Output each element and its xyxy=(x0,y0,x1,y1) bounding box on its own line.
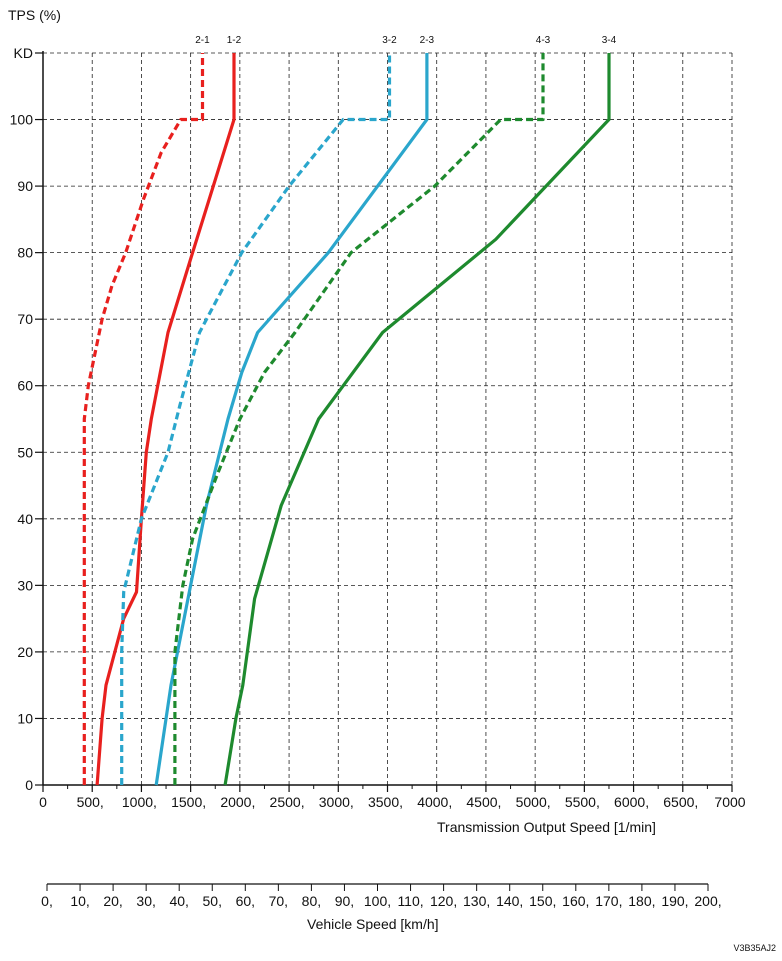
figure-code: V3B35AJ2 xyxy=(733,943,776,953)
series-line-4-3 xyxy=(173,53,545,785)
x-tick-label: 1500, xyxy=(171,794,206,810)
y-tick-label: 50 xyxy=(17,444,33,460)
x-tick-label: 5500, xyxy=(565,794,600,810)
vehicle-speed-axis-title: Vehicle Speed [km/h] xyxy=(307,916,439,932)
y-tick-label-kd: KD xyxy=(14,45,33,61)
vehicle-speed-tick-label: 120, xyxy=(430,893,457,909)
grid-layer xyxy=(43,52,733,785)
x-tick-label: 5000, xyxy=(516,794,551,810)
series-label-1-2: 1-2 xyxy=(227,35,242,46)
x-tick-label: 4000, xyxy=(417,794,452,810)
x-tick-label: 2500, xyxy=(270,794,305,810)
vehicle-speed-tick-label: 200, xyxy=(694,893,721,909)
vehicle-speed-tick-label: 110, xyxy=(397,893,423,909)
vehicle-speed-tick-label: 190, xyxy=(661,893,688,909)
y-tick-label: 70 xyxy=(17,311,33,327)
vehicle-speed-tick-label: 60, xyxy=(236,893,255,909)
series-line-3-4 xyxy=(223,53,611,786)
series-line-2-3 xyxy=(154,53,429,786)
y-tick-label: 100 xyxy=(10,112,34,128)
x-tick-label: 3000, xyxy=(319,794,354,810)
vehicle-speed-tick-label: 130, xyxy=(463,893,490,909)
vehicle-speed-tick-label: 170, xyxy=(595,893,622,909)
y-tick-label: 40 xyxy=(17,511,33,527)
label-layer: 2-1 1-2 3-2 2-3 4-3 3-4 V3B35AJ2 xyxy=(195,35,776,953)
series-label-3-4: 3-4 xyxy=(602,35,617,46)
x-tick-label: 500, xyxy=(77,794,104,810)
y-axis-title: TPS (%) xyxy=(8,7,61,23)
axis-layer: 0 10 20 30 40 50 60 70 80 90 100 KD TPS (%) 0 500, 1000… xyxy=(8,7,746,932)
series-label-3-2: 3-2 xyxy=(382,35,397,46)
x-tick-label: 7000 xyxy=(714,794,745,810)
vehicle-speed-tick-label: 20, xyxy=(103,893,122,909)
x-tick-label: 4500, xyxy=(466,794,501,810)
series-line-2-1 xyxy=(82,53,205,785)
series-label-2-3: 2-3 xyxy=(420,35,435,46)
series-label-4-3: 4-3 xyxy=(536,35,551,46)
vehicle-speed-tick-label: 0, xyxy=(41,893,53,909)
vehicle-speed-tick-label: 90, xyxy=(335,893,354,909)
series-line-1-2 xyxy=(95,53,236,786)
x-tick-label: 1000, xyxy=(122,794,157,810)
y-tick-label: 20 xyxy=(17,644,33,660)
vehicle-speed-tick-label: 70, xyxy=(269,893,288,909)
x-tick-label: 6500, xyxy=(663,794,698,810)
vehicle-speed-tick-label: 160, xyxy=(562,893,589,909)
y-tick-label: 0 xyxy=(25,777,33,793)
vehicle-speed-tick-label: 180, xyxy=(628,893,655,909)
series-label-2-1: 2-1 xyxy=(195,35,210,46)
vehicle-speed-tick-label: 30, xyxy=(136,893,155,909)
vehicle-speed-tick-label: 80, xyxy=(302,893,321,909)
y-tick-label: 80 xyxy=(17,245,33,261)
y-tick-label: 60 xyxy=(17,378,33,394)
y-tick-label: 30 xyxy=(17,577,33,593)
y-tick-label: 90 xyxy=(17,178,33,194)
vehicle-speed-tick-label: 40, xyxy=(169,893,188,909)
vehicle-speed-tick-label: 150, xyxy=(529,893,556,909)
x-axis-title: Transmission Output Speed [1/min] xyxy=(437,819,656,835)
x-tick-label: 3500, xyxy=(368,794,403,810)
vehicle-speed-tick-label: 10, xyxy=(70,893,89,909)
x-tick-label: 6000, xyxy=(614,794,649,810)
series-line-3-2 xyxy=(120,53,392,785)
series-layer xyxy=(82,53,611,786)
x-tick-label: 0 xyxy=(39,794,47,810)
x-tick-label: 2000, xyxy=(220,794,255,810)
y-tick-label: 10 xyxy=(17,710,33,726)
vehicle-speed-tick-label: 100, xyxy=(364,893,391,909)
vehicle-speed-tick-label: 50, xyxy=(203,893,222,909)
vehicle-speed-tick-label: 140, xyxy=(496,893,523,909)
